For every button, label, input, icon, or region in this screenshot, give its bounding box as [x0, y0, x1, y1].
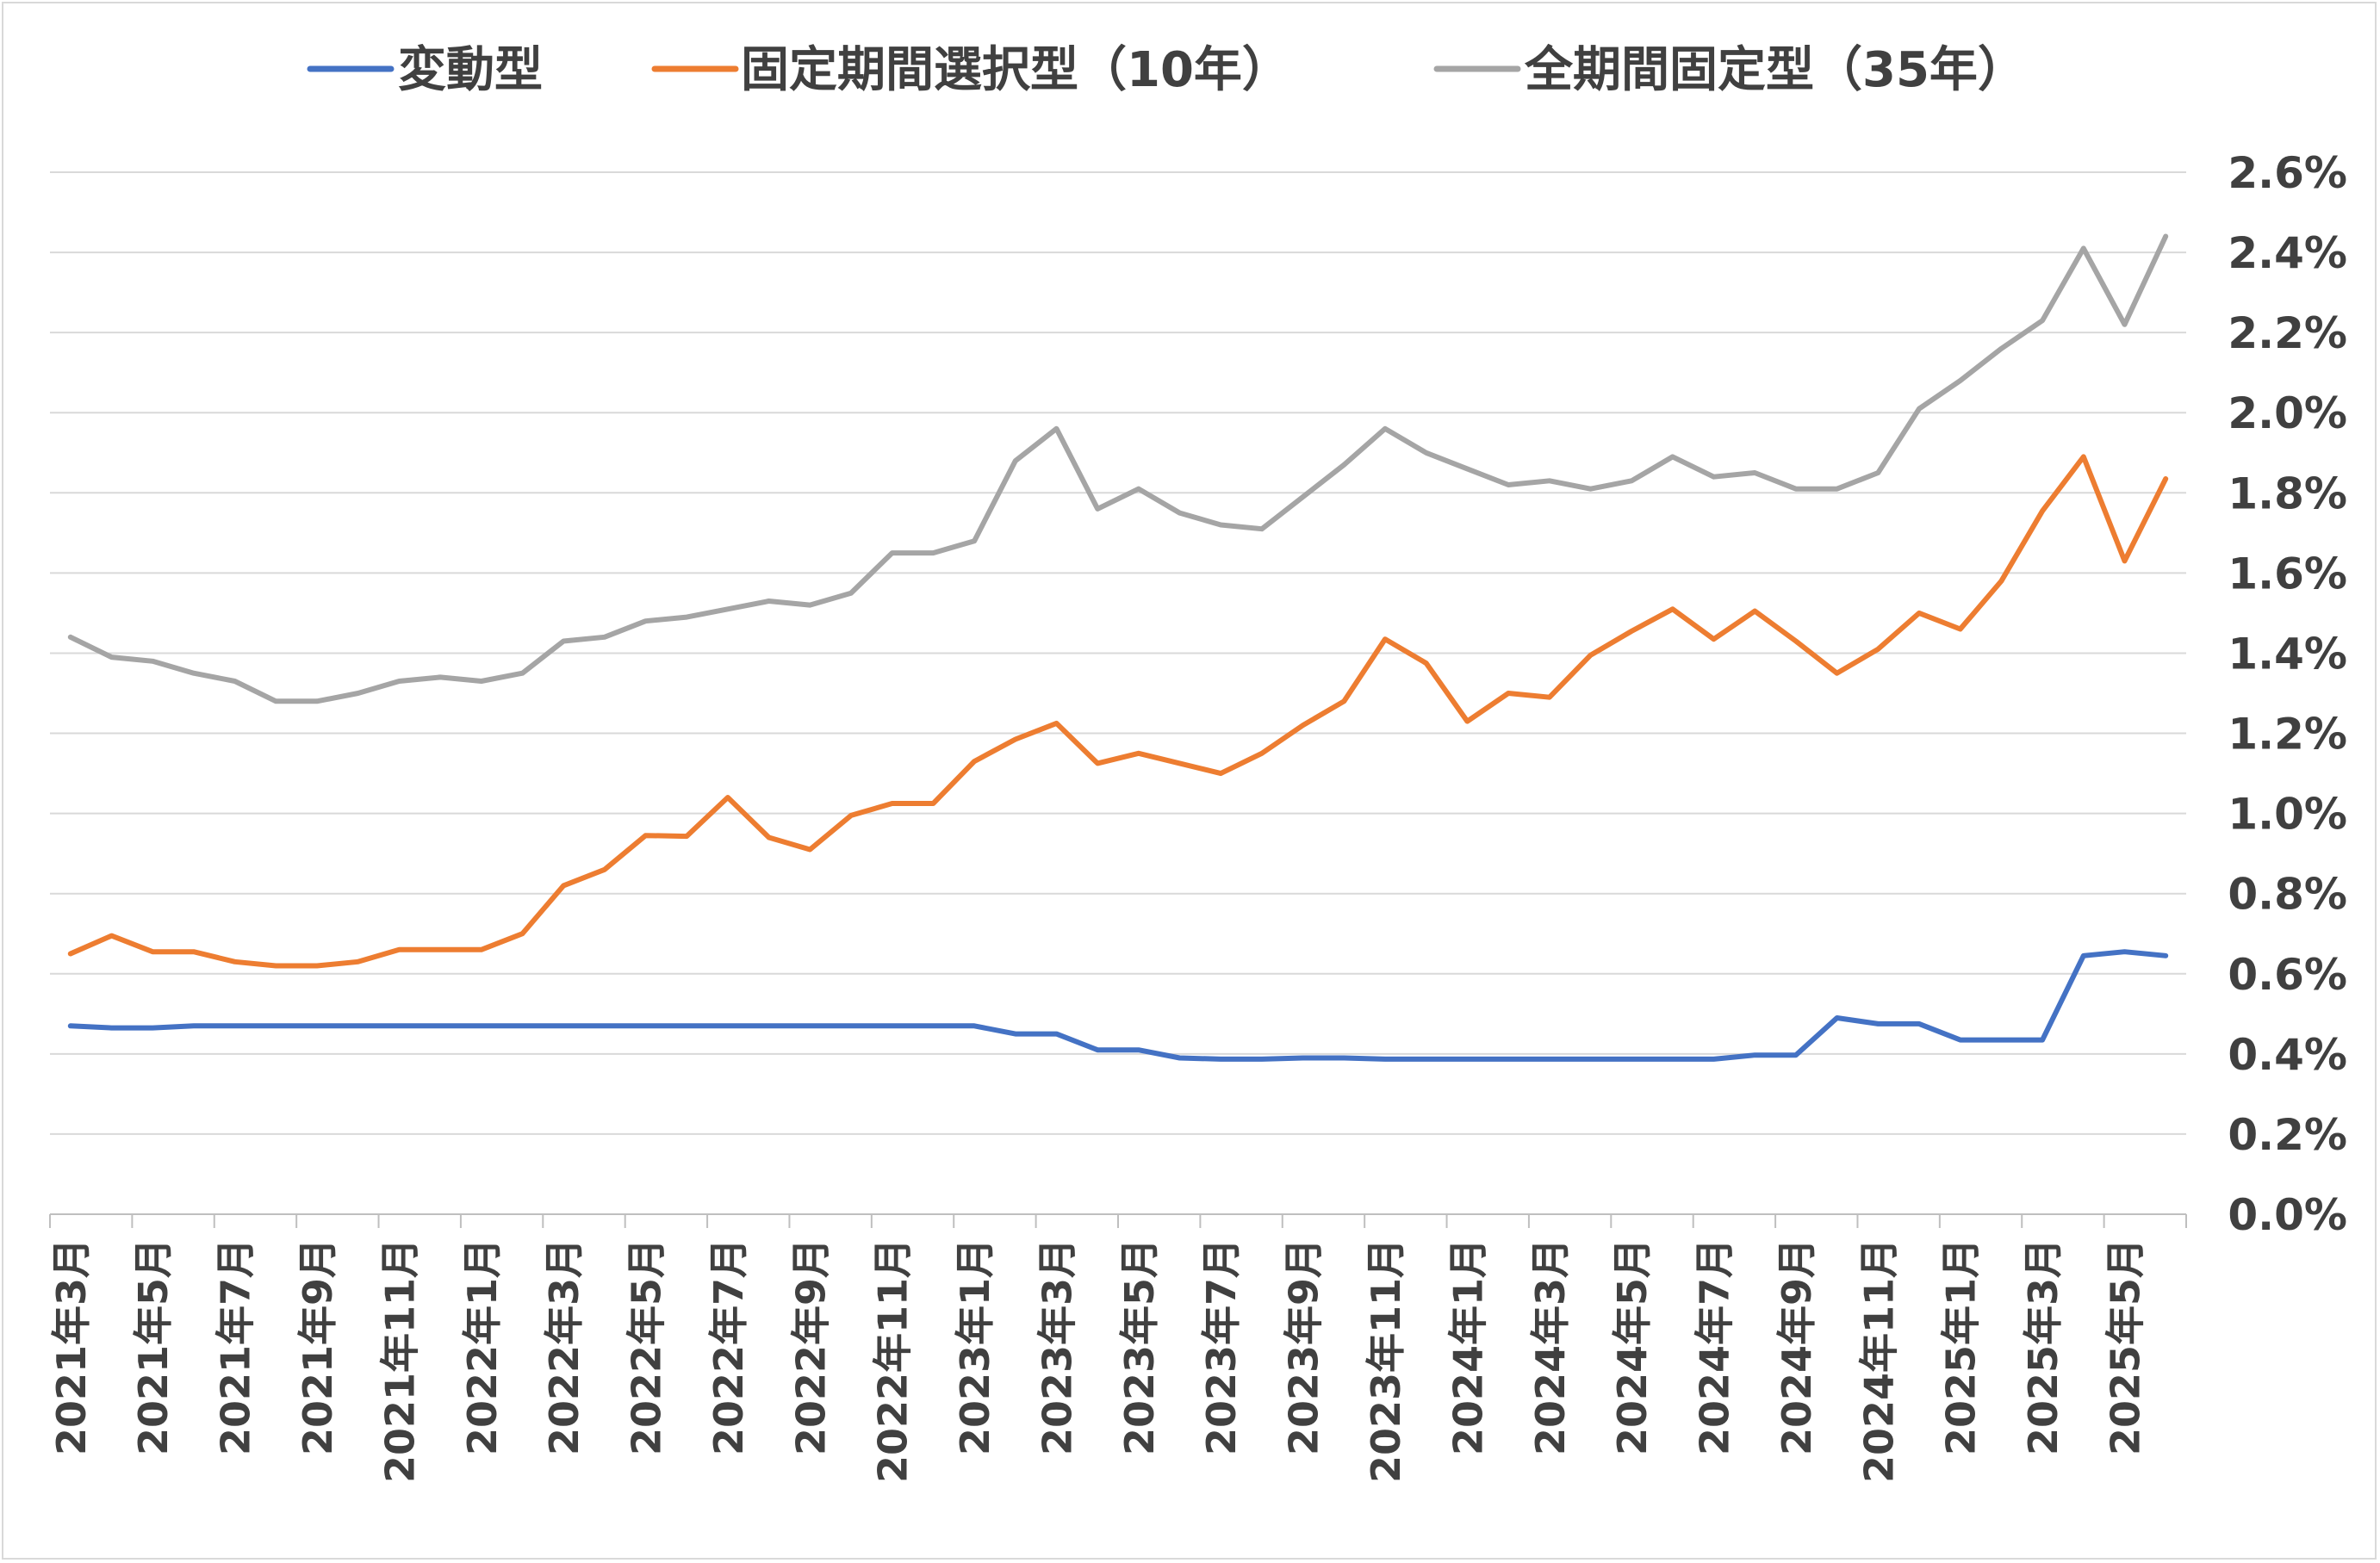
y-tick-label: 2.4% — [2228, 228, 2347, 278]
x-tick-label: 2024年1月 — [1445, 1238, 1491, 1455]
x-tick-label: 2025年5月 — [2102, 1238, 2148, 1455]
series-lines — [67, 233, 2169, 1062]
x-tick-label: 2023年11月 — [1363, 1238, 1409, 1483]
series-line — [67, 949, 2169, 1062]
x-tick-label: 2023年3月 — [1034, 1238, 1080, 1455]
x-tick-label: 2023年1月 — [952, 1238, 998, 1455]
series-line — [67, 454, 2169, 969]
x-tick-label: 2021年5月 — [130, 1238, 177, 1455]
y-axis-tick-labels: 0.0% 0.2% 0.4% 0.6% 0.8% 1.0% 1.2% 1.4% 1.6% 1.8%… — [2228, 148, 2347, 1240]
y-tick-label: 2.0% — [2228, 388, 2347, 438]
y-tick-label: 1.8% — [2228, 468, 2347, 518]
x-tick-label: 2022年11月 — [870, 1238, 917, 1483]
x-tick-label: 2022年1月 — [459, 1238, 506, 1455]
gridlines — [50, 171, 2186, 1135]
legend-label: 全期間固定型（35年） — [1524, 42, 2026, 98]
legend: 変動型 固定期間選択型（10年） 全期間固定型（35年） — [307, 42, 2026, 98]
x-tick-label: 2023年5月 — [1116, 1238, 1163, 1455]
y-tick-label: 0.6% — [2228, 950, 2347, 1000]
x-tick-label: 2024年9月 — [1774, 1238, 1820, 1455]
y-tick-label: 1.6% — [2228, 549, 2347, 599]
y-tick-label: 1.2% — [2228, 710, 2347, 760]
x-tick-label: 2023年7月 — [1198, 1238, 1245, 1455]
x-tick-label: 2021年7月 — [213, 1238, 259, 1455]
x-tick-label: 2021年11月 — [376, 1238, 423, 1483]
x-tick-label: 2024年7月 — [1692, 1238, 1738, 1455]
x-axis-tick-labels: 2021年3月 2021年5月 2021年7月 2021年9月 2021年11月 2022… — [48, 1238, 2149, 1483]
legend-label: 固定期間選択型（10年） — [741, 42, 1290, 98]
y-tick-label: 2.2% — [2228, 308, 2347, 358]
y-tick-label: 2.6% — [2228, 148, 2347, 198]
y-tick-label: 1.0% — [2228, 790, 2347, 840]
x-tick-label: 2025年3月 — [2020, 1238, 2066, 1455]
y-tick-label: 0.4% — [2228, 1030, 2347, 1080]
x-tick-label: 2022年7月 — [705, 1238, 752, 1455]
x-tick-label: 2024年11月 — [1855, 1238, 1902, 1483]
x-axis — [49, 1213, 2187, 1228]
x-tick-label: 2022年3月 — [541, 1238, 587, 1455]
x-tick-label: 2022年9月 — [787, 1238, 834, 1455]
y-tick-label: 0.0% — [2228, 1190, 2347, 1240]
x-tick-label: 2023年9月 — [1281, 1238, 1327, 1455]
y-tick-label: 1.4% — [2228, 629, 2347, 679]
y-tick-label: 0.8% — [2228, 870, 2347, 920]
x-tick-label: 2024年3月 — [1527, 1238, 1574, 1455]
legend-label: 変動型 — [398, 42, 543, 98]
x-tick-label: 2024年5月 — [1609, 1238, 1656, 1455]
series-line — [67, 233, 2169, 704]
x-tick-label: 2021年3月 — [48, 1238, 95, 1455]
x-tick-label: 2025年1月 — [1938, 1238, 1985, 1455]
y-tick-label: 0.2% — [2228, 1110, 2347, 1160]
x-tick-label: 2021年9月 — [295, 1238, 341, 1455]
x-tick-label: 2022年5月 — [624, 1238, 670, 1455]
